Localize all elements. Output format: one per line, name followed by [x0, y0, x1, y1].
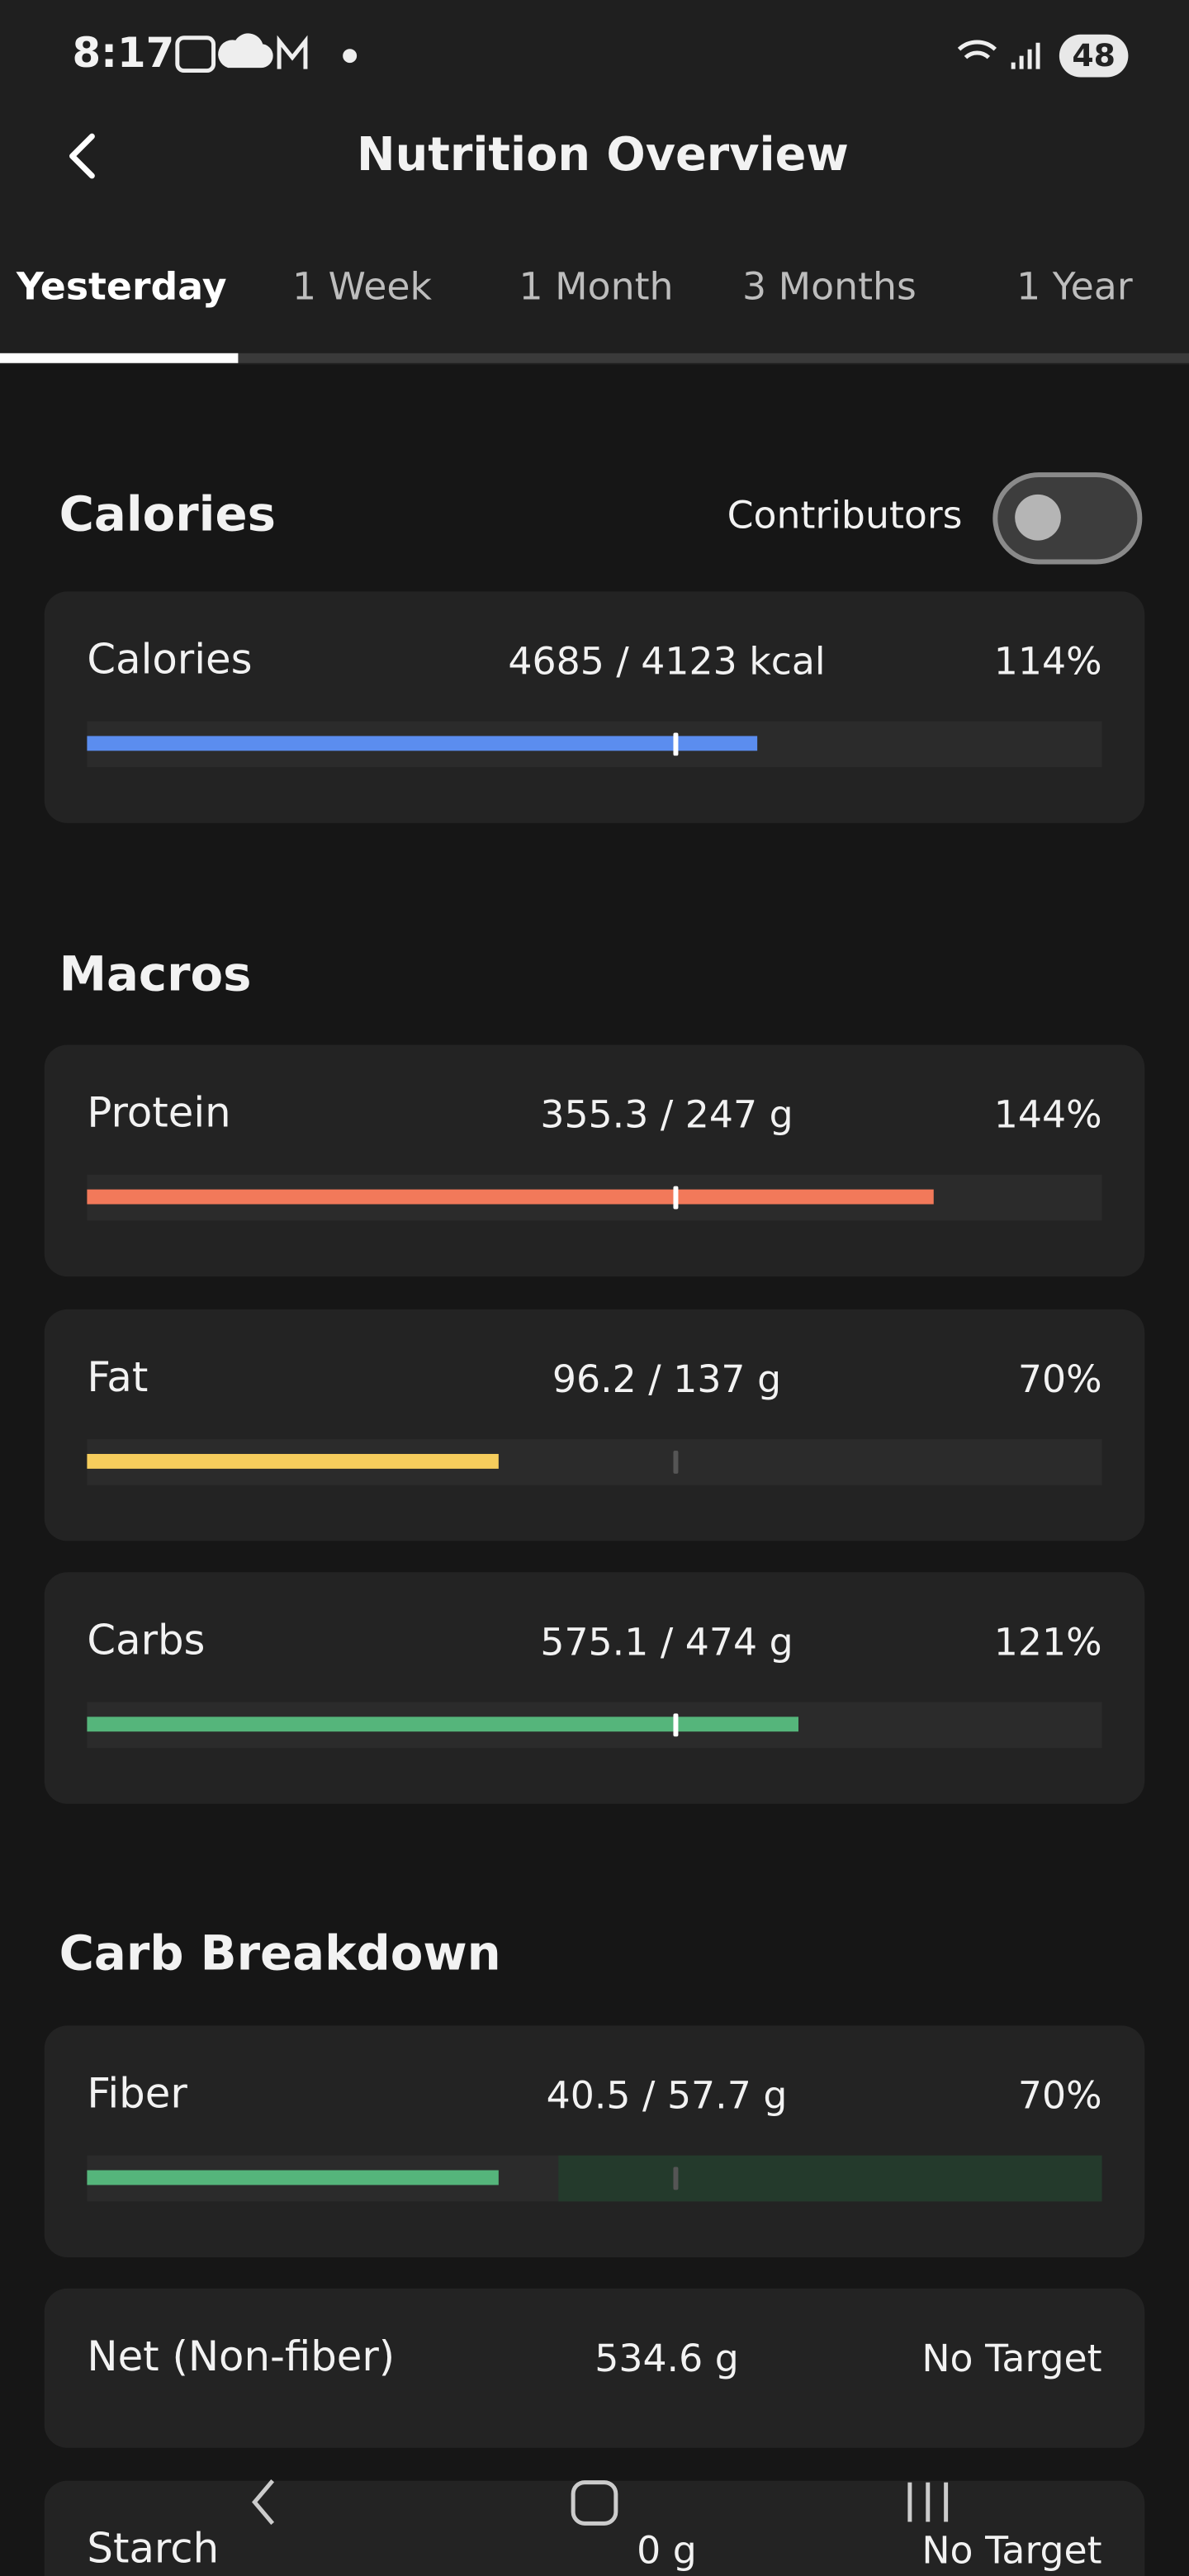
row-name: Fiber: [87, 2069, 187, 2117]
target-range: [558, 2155, 1102, 2202]
tab[interactable]: 1 Year: [1016, 265, 1133, 309]
row-name: Starch: [87, 2525, 219, 2573]
bar-fill: [87, 1717, 798, 1732]
row-percent: 121%: [994, 1620, 1102, 1664]
nav-home[interactable]: [571, 2480, 618, 2526]
battery-level: 48: [1072, 37, 1116, 73]
tab-bar: Yesterday 1 Week 1 Month 3 Months 1 Year: [16, 265, 1133, 309]
tab-indicator: [0, 353, 239, 363]
row-amount: 534.6 g: [594, 2337, 739, 2380]
top-area: [0, 0, 1189, 365]
row-amount: 96.2 / 137 g: [552, 1357, 781, 1401]
row-percent: 114%: [994, 639, 1102, 683]
card: [44, 1572, 1145, 1804]
row-percent: 144%: [994, 1093, 1102, 1137]
card: [44, 1309, 1145, 1541]
card: [44, 2025, 1145, 2257]
bar-fill: [87, 2170, 499, 2185]
target-marker: [673, 1186, 679, 1210]
tab-track: [0, 353, 1189, 363]
target-marker: [673, 2166, 679, 2190]
row-percent: No Target: [921, 2529, 1101, 2573]
section-heading: Macros: [59, 946, 252, 1002]
status-icons: [175, 33, 1040, 73]
tab[interactable]: Yesterday: [16, 265, 227, 309]
tab[interactable]: 1 Month: [519, 265, 674, 309]
row-percent: 70%: [1018, 1357, 1102, 1401]
toggle-knob: [1015, 494, 1061, 541]
card: [44, 591, 1145, 823]
contributors-label: Contributors: [727, 493, 963, 537]
bar-fill: [87, 736, 758, 751]
battery: [1059, 34, 1129, 78]
section-heading: Calories: [59, 485, 276, 542]
row-percent: 70%: [1018, 2073, 1102, 2117]
bar-fill: [87, 1453, 499, 1469]
nav-back[interactable]: [252, 2479, 275, 2525]
row-name: Fat: [87, 1353, 148, 1401]
row-amount: 4685 / 4123 kcal: [508, 639, 825, 683]
target-marker: [673, 1450, 679, 1474]
tab[interactable]: 3 Months: [742, 265, 917, 309]
nav-bar: [252, 2479, 949, 2526]
row-amount: 355.3 / 247 g: [540, 1093, 793, 1137]
target-marker: [673, 732, 679, 756]
nav-recents[interactable]: [907, 2482, 949, 2522]
row-name: Net (Non-fiber): [87, 2332, 395, 2380]
clock: 8:17: [73, 29, 175, 77]
row-amount: 0 g: [637, 2529, 697, 2573]
content: Calories Contributors Calories 4685 / 4123 …: [44, 472, 1145, 2576]
back-button[interactable]: [69, 133, 95, 179]
card: [44, 2288, 1145, 2448]
card: [44, 2480, 1145, 2576]
row-amount: 40.5 / 57.7 g: [547, 2073, 788, 2117]
row-name: Carbs: [87, 1616, 205, 1664]
row-name: Protein: [87, 1089, 230, 1137]
section-heading: Carb Breakdown: [59, 1925, 501, 1981]
row-name: Calories: [87, 635, 252, 683]
target-marker: [673, 1713, 679, 1737]
row-percent: No Target: [921, 2337, 1101, 2380]
row-amount: 575.1 / 474 g: [540, 1620, 793, 1664]
card: [44, 1044, 1145, 1277]
header-title: Nutrition Overview: [357, 128, 849, 182]
tab[interactable]: 1 Week: [292, 265, 432, 309]
bar-fill: [87, 1189, 934, 1205]
